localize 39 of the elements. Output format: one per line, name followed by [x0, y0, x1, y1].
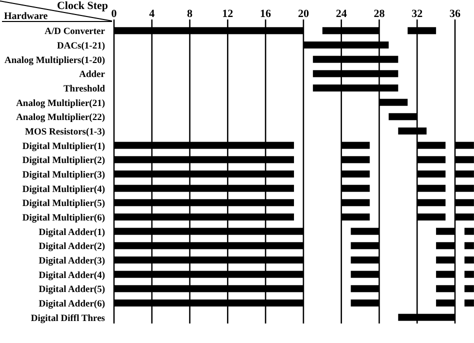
x-tick-label: 16: [260, 8, 272, 20]
y-tick-label: Digital Adder(4): [38, 270, 105, 281]
y-tick-label: A/D Converter: [44, 27, 106, 38]
y-tick-label: Analog Multiplier(22): [16, 113, 105, 124]
y-tick-label: Digital Adder(6): [38, 300, 105, 310]
x-tick-label: 4: [149, 8, 156, 20]
x-tick-label: 36: [450, 8, 461, 20]
bar: [464, 300, 474, 306]
x-tick-label: 0: [111, 8, 118, 20]
y-tick-label: DACs(1-21): [56, 42, 105, 52]
y-tick-label: Digital Adder(5): [38, 285, 105, 296]
y-tick-label: Digital Multiplier(1): [22, 142, 105, 152]
x-tick-label: 12: [222, 8, 234, 20]
y-tick-label: Adder: [79, 70, 106, 80]
y-tick-label: Digital Multiplier(4): [22, 184, 105, 195]
y-tick-label: Digital Adder(2): [38, 242, 105, 252]
y-tick-label: MOS Resistors(1-3): [25, 128, 105, 138]
x-tick-label: 32: [412, 8, 424, 20]
y-tick-label: Digital Multiplier(2): [22, 156, 105, 166]
bar: [464, 285, 474, 292]
y-tick-label: Analog Multiplier(21): [16, 98, 105, 109]
y-tick-label: Digital Adder(1): [38, 228, 105, 238]
x-tick-label: 24: [336, 8, 348, 20]
x-tick-label: 28: [374, 8, 386, 20]
x-axis-title: Clock Step: [56, 0, 108, 12]
bar: [464, 256, 474, 264]
bar: [464, 242, 474, 250]
y-axis-title: Hardware: [4, 11, 48, 22]
y-tick-label: Digital Multiplier(6): [22, 214, 105, 224]
bar: [464, 228, 474, 235]
y-tick-label: Analog Multipliers(1-20): [4, 56, 105, 66]
x-tick-label: 8: [187, 8, 194, 20]
bar: [464, 270, 474, 278]
y-tick-label: Digital Adder(3): [38, 256, 105, 266]
y-tick-label: Digital Multiplier(5): [22, 199, 105, 210]
x-tick-label: 20: [298, 8, 310, 20]
y-tick-label: Digital Diffl Thres: [30, 314, 106, 324]
y-tick-label: Threshold: [63, 84, 106, 94]
y-tick-label: Digital Multiplier(3): [22, 170, 105, 180]
